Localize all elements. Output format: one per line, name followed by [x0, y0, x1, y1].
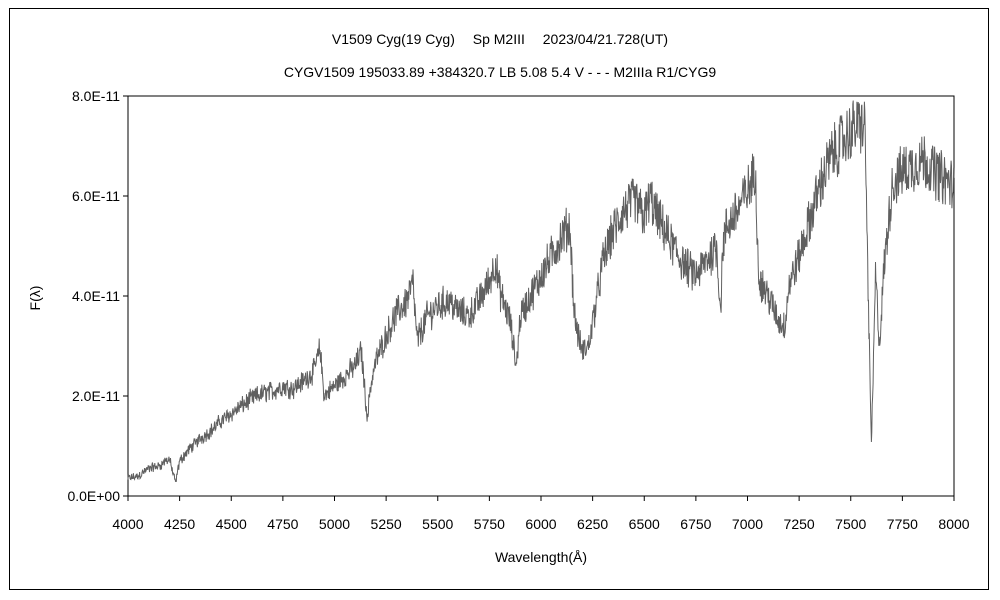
x-tick-label: 4500 — [216, 516, 247, 532]
spectrum-line — [127, 100, 955, 483]
x-tick-label: 7750 — [887, 516, 918, 532]
x-tick-label: 7500 — [835, 516, 866, 532]
x-tick-label: 4750 — [267, 516, 298, 532]
y-axis-label: F(λ) — [27, 286, 43, 311]
chart-subtitle: CYGV1509 195033.89 +384320.7 LB 5.08 5.4… — [283, 64, 717, 80]
x-tick-label: 6500 — [629, 516, 660, 532]
x-tick-label: 7250 — [784, 516, 815, 532]
tick-labels: 4000 4250 4500 4750 5000 5250 5500 5750 6000 6250… — [67, 88, 969, 532]
y-tick-label: 6.0E-11 — [72, 188, 120, 204]
chart-title: V1509 Cyg(19 Cyg) Sp M2III 2023/04/21.72… — [331, 31, 669, 47]
y-tick-label: 8.0E-11 — [72, 88, 120, 104]
x-tick-label: 4000 — [112, 516, 143, 532]
y-tick-label: 4.0E-11 — [72, 288, 120, 304]
y-tick-label: 2.0E-11 — [72, 388, 120, 404]
axis-ticks — [123, 95, 955, 501]
x-tick-label: 5500 — [422, 516, 453, 532]
x-tick-label: 7000 — [732, 516, 763, 532]
x-tick-label: 5250 — [371, 516, 402, 532]
x-tick-label: 4250 — [164, 516, 195, 532]
x-tick-label: 6000 — [525, 516, 556, 532]
chart-frame — [9, 8, 989, 590]
x-tick-label: 6750 — [680, 516, 711, 532]
x-tick-label: 5000 — [319, 516, 350, 532]
x-axis-label: Wavelength(Å) — [495, 549, 587, 565]
y-tick-label: 0.0E+00 — [67, 488, 120, 504]
x-tick-label: 8000 — [938, 516, 969, 532]
x-tick-label: 5750 — [474, 516, 505, 532]
x-tick-label: 6250 — [577, 516, 608, 532]
